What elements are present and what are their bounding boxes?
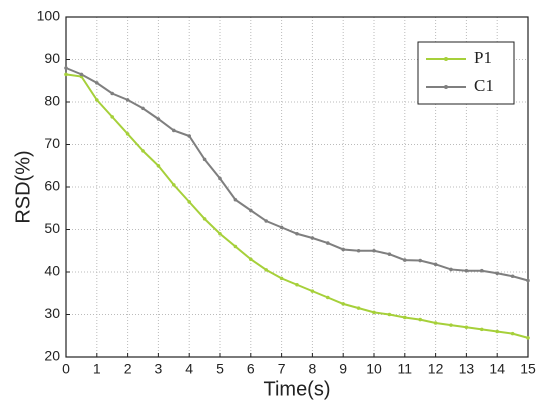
y-tick-label: 100 <box>37 8 61 24</box>
y-axis-title: RSD(%) <box>12 150 34 223</box>
x-tick-label: 12 <box>428 361 444 377</box>
point <box>387 252 392 256</box>
point <box>187 200 191 204</box>
point <box>249 208 253 213</box>
point <box>156 117 161 121</box>
x-tick-label: 10 <box>366 361 382 377</box>
point <box>95 81 99 85</box>
point <box>341 247 346 252</box>
point <box>480 268 484 273</box>
y-tick-label: 20 <box>44 348 60 364</box>
point <box>480 327 484 332</box>
point <box>233 244 238 249</box>
x-tick-label: 1 <box>93 361 101 377</box>
point <box>264 268 269 272</box>
point <box>156 163 161 168</box>
point <box>95 98 99 102</box>
legend-marker <box>444 85 448 89</box>
point <box>526 278 530 283</box>
legend-marker <box>444 57 448 61</box>
point <box>264 219 269 223</box>
point <box>418 258 423 263</box>
point <box>449 267 453 272</box>
point <box>141 149 145 153</box>
legend-text: C1 <box>474 76 494 95</box>
point <box>387 312 392 317</box>
point <box>326 295 330 300</box>
point <box>510 274 515 279</box>
point <box>433 321 438 325</box>
point <box>172 183 176 187</box>
point <box>202 157 207 162</box>
point <box>526 336 530 340</box>
point <box>495 271 500 276</box>
point <box>418 317 423 322</box>
point <box>356 248 361 253</box>
y-tick-label: 50 <box>44 220 60 236</box>
y-tick-label: 90 <box>44 50 60 66</box>
point <box>295 282 299 287</box>
plot-frame <box>65 16 529 358</box>
point <box>249 257 253 262</box>
point <box>510 331 515 336</box>
point <box>449 323 453 327</box>
y-tick-label: 70 <box>44 135 60 151</box>
point <box>218 231 222 236</box>
point <box>310 289 315 293</box>
point <box>218 176 222 181</box>
y-tick-label: 30 <box>44 305 60 321</box>
x-tick-label: 6 <box>247 361 255 377</box>
x-tick-label: 5 <box>216 361 224 377</box>
point <box>141 106 145 111</box>
point <box>464 268 469 273</box>
point <box>64 66 68 70</box>
x-tick-label: 3 <box>155 361 163 377</box>
point <box>279 276 284 281</box>
point <box>464 325 469 330</box>
legend-text: P1 <box>474 48 492 67</box>
point <box>125 132 130 136</box>
point <box>372 310 376 315</box>
point <box>187 134 191 138</box>
x-tick-label: 2 <box>124 361 132 377</box>
point <box>110 91 114 96</box>
point <box>403 315 407 320</box>
x-tick-label: 4 <box>185 361 193 377</box>
point <box>110 115 114 119</box>
point <box>372 248 376 253</box>
point <box>326 241 330 245</box>
x-tick-label: 14 <box>489 361 505 377</box>
point <box>233 197 238 202</box>
x-tick-label: 11 <box>398 361 413 377</box>
y-tick-label: 80 <box>44 93 60 109</box>
point <box>295 231 299 236</box>
point <box>403 258 407 262</box>
point <box>79 72 84 77</box>
point <box>202 217 207 221</box>
x-axis-title: Time(s) <box>263 378 330 400</box>
legend-box <box>417 41 515 105</box>
x-tick-label: 9 <box>339 361 347 377</box>
point <box>125 98 130 102</box>
point <box>172 128 176 133</box>
x-tick-label: 7 <box>278 361 286 377</box>
point <box>310 236 315 240</box>
x-tick-label: 15 <box>520 361 536 377</box>
point <box>341 302 346 306</box>
x-tick-label: 0 <box>62 361 70 377</box>
point <box>356 306 361 310</box>
point <box>495 329 500 334</box>
y-tick-label: 40 <box>44 263 60 279</box>
x-tick-label: 13 <box>459 361 475 377</box>
point <box>433 262 438 267</box>
y-tick-label: 60 <box>44 178 60 194</box>
point <box>64 72 68 77</box>
series-line <box>65 73 529 339</box>
x-tick-label: 8 <box>309 361 317 377</box>
point <box>279 225 284 230</box>
